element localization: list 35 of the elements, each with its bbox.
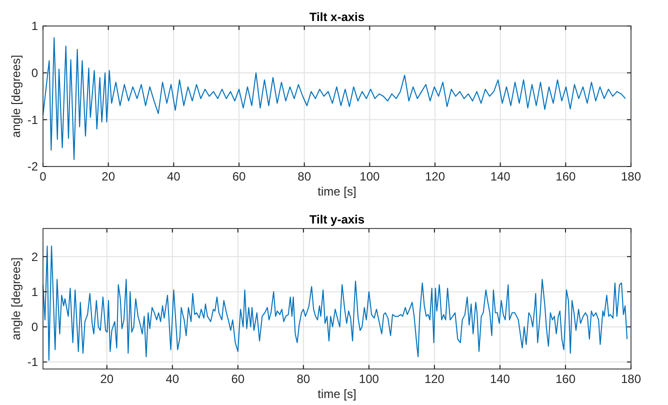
x-tick-label: 100 <box>358 372 380 386</box>
y-tick-label: 0 <box>31 320 38 334</box>
x-tick-label: 160 <box>555 372 576 386</box>
x-tick-label: 180 <box>620 170 642 184</box>
x-tick-label: 100 <box>360 170 380 184</box>
y-tick-label: 1 <box>31 284 38 299</box>
y-tick-label: 2 <box>31 250 38 264</box>
x-tick-label: 120 <box>424 170 446 184</box>
y-tick-label: 1 <box>31 19 38 34</box>
x-tick-label: 20 <box>102 170 116 184</box>
x-tick-label: 80 <box>296 372 310 386</box>
x-tick-label: 80 <box>298 170 312 184</box>
x-tick-label: 180 <box>620 372 642 386</box>
x-axis-title: time [s] <box>318 387 356 401</box>
x-tick-label: 0 <box>40 170 47 184</box>
x-tick-label: 60 <box>232 170 246 184</box>
y-tick-label: -1 <box>27 355 38 370</box>
y-tick-label: 0 <box>31 66 38 80</box>
x-tick-label: 60 <box>231 372 245 386</box>
line-series <box>42 37 626 160</box>
y-axis-title: angle [degrees] <box>9 257 23 340</box>
x-tick-label: 140 <box>490 372 510 386</box>
x-axis-title: time [s] <box>318 184 356 198</box>
line-series <box>42 246 628 361</box>
chart-title: Tilt x-axis <box>309 10 365 24</box>
x-tick-label: 120 <box>424 372 445 386</box>
x-tick-label: 40 <box>166 170 181 184</box>
x-tick-label: 140 <box>490 170 511 184</box>
x-tick-label: 40 <box>166 372 180 386</box>
y-axis-title: angle [degrees] <box>9 54 23 138</box>
y-tick-label: -2 <box>27 160 38 174</box>
x-tick-label: 160 <box>556 170 576 184</box>
y-tick-label: -1 <box>27 112 38 127</box>
chart-title: Tilt y-axis <box>309 212 365 226</box>
x-tick-label: 20 <box>100 372 114 386</box>
